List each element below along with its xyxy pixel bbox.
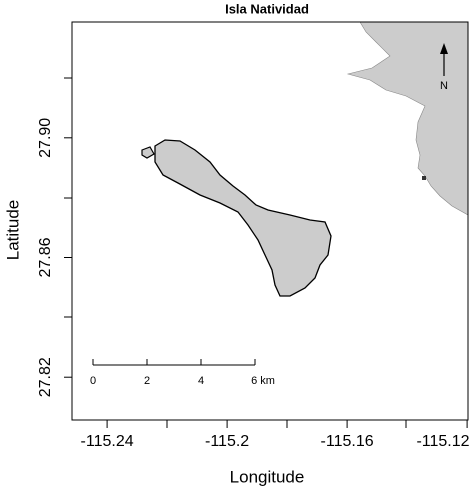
island [154,139,332,297]
islet [141,146,155,159]
title: Isla Natividad [225,1,309,16]
x-tick-label: -115.2 [205,433,249,450]
scale-label: 6 km [251,375,275,387]
y-axis-label: Latitude [3,200,22,261]
north-label: N [440,80,448,92]
x-tick-label: -115.12 [416,433,469,450]
x-axis-label: Longitude [230,467,305,486]
land [141,22,468,297]
scale-bar [92,359,256,366]
y-tick-label: 27.90 [37,118,54,158]
y-tick-label: 27.86 [37,237,54,277]
scale-label: 0 [90,375,96,387]
plot-frame [71,21,469,421]
north-arrow [440,43,448,76]
minor-ticks [64,77,407,428]
x-tick-label: -115.24 [81,433,134,450]
inset-point [422,176,426,180]
scale-label: 2 [144,375,150,387]
y-tick-label: 27.82 [37,357,54,397]
mainland [346,22,468,216]
scale-label: 4 [198,375,204,387]
x-tick-label: -115.16 [321,433,374,450]
